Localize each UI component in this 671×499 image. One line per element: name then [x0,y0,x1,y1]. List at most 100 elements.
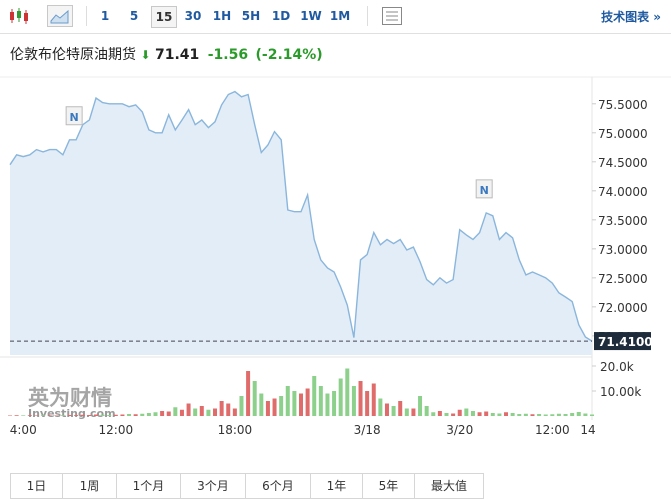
y-tick-label: 73.5000 [598,214,648,228]
volume-bar [351,386,356,416]
volume-bar [246,371,251,416]
x-tick-label: 3/18 [354,423,381,437]
y-tick-label: 10.00k [600,385,641,399]
volume-bar [252,381,257,416]
volume-bar [199,406,204,416]
range-button[interactable]: 5年 [362,473,415,499]
range-button[interactable]: 1年 [310,473,363,499]
volume-bar [411,408,416,416]
indicator-icon[interactable] [381,6,403,26]
volume-bar [510,413,515,416]
interval-button[interactable]: 1H [212,9,232,23]
interval-button[interactable]: 1M [329,9,351,23]
volume-bar [477,412,482,416]
volume-bar [285,386,290,416]
volume-bar [537,414,542,416]
volume-bar [312,376,317,416]
volume-bar [504,412,509,416]
volume-bar [404,408,409,416]
volume-bar [543,414,548,416]
x-tick-label: 18:00 [218,423,253,437]
volume-bar [279,396,284,416]
volume-bar [418,396,423,416]
last-price-label: 71.4100 [598,335,653,349]
x-tick-label: 12:00 [99,423,134,437]
volume-bar [338,378,343,416]
instrument-name: 伦敦布伦特原油期货 [10,47,136,63]
volume-bar [371,383,376,416]
y-tick-label: 74.0000 [598,185,648,199]
volume-bar [67,415,72,416]
y-tick-label: 75.5000 [598,98,648,112]
range-button[interactable]: 1周 [62,473,117,499]
interval-button[interactable]: 30 [184,9,202,23]
volume-bar [325,393,330,416]
volume-bar [21,415,26,416]
volume-bar [219,401,224,416]
volume-bar [530,414,535,416]
volume-bar [332,391,337,416]
volume-bar [27,415,32,416]
volume-bar [292,391,297,416]
interval-button[interactable]: 15 [151,6,177,28]
volume-bar [146,413,151,416]
volume-bar [153,412,158,416]
range-button[interactable]: 1日 [10,473,63,499]
volume-bar [140,413,145,416]
range-button[interactable]: 6个月 [245,473,311,499]
volume-bar [239,396,244,416]
change-pct: (-2.14%) [255,47,323,63]
down-arrow: ⬇ [140,48,151,62]
range-button[interactable]: 最大值 [414,473,484,499]
volume-bar [272,398,277,416]
interval-button[interactable]: 5 [129,9,139,23]
area-icon[interactable] [47,5,73,27]
news-marker-label: N [70,111,79,124]
volume-bar [378,398,383,416]
volume-bar [305,388,310,416]
x-tick-label: 12:00 [535,423,570,437]
x-tick-label: 14 [580,423,595,437]
volume-bar [166,411,171,416]
volume-bar [120,414,125,416]
watermark-site: Investing.com [28,407,116,420]
range-button[interactable]: 1个月 [116,473,181,499]
range-button[interactable]: 3个月 [180,473,246,499]
price-area [10,91,592,355]
y-tick-label: 74.5000 [598,156,648,170]
interval-button[interactable]: 1 [100,9,110,23]
volume-bar [517,414,522,416]
volume-bar [113,414,118,416]
separator [367,6,368,26]
volume-bar [464,408,469,416]
volume-bar [444,413,449,416]
volume-bar [398,401,403,416]
tech-chart-link[interactable]: 技术图表 » [601,10,661,24]
volume-bar [391,406,396,416]
volume-bar [60,415,65,416]
interval-button[interactable]: 5H [241,9,261,23]
y-tick-label: 72.5000 [598,272,648,286]
news-marker [475,179,493,199]
volume-bar [127,414,132,416]
interval-button[interactable]: 1W [300,9,322,23]
volume-bar [213,408,218,416]
volume-bar [14,415,19,416]
volume-bar [107,415,112,416]
volume-bar [179,409,184,416]
volume-bar [437,411,442,416]
candle-icon[interactable] [8,7,30,25]
volume-bar [34,415,39,416]
volume-bar [100,414,105,416]
volume-bar [590,414,594,416]
volume-bar [451,413,456,416]
volume-bar [259,393,264,416]
last-price-box [594,332,651,351]
volume-bar [133,414,138,416]
volume-bar [431,412,436,416]
volume-bar [265,401,270,416]
volume-bar [87,415,92,416]
volume-bar [497,413,502,416]
interval-button[interactable]: 1D [271,9,291,23]
